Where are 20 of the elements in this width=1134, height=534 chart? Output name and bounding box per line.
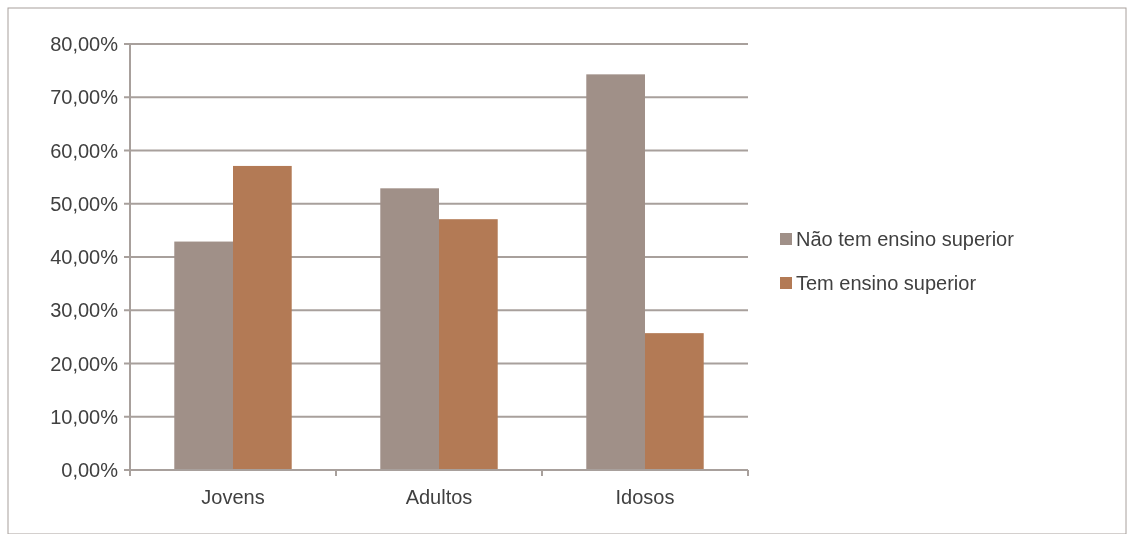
y-tick-label: 50,00%: [50, 192, 119, 215]
bar: [380, 188, 439, 470]
bar: [233, 165, 292, 470]
y-tick-label: 30,00%: [50, 299, 119, 322]
bar: [586, 74, 645, 470]
x-tick-label: Adultos: [405, 486, 473, 508]
legend-label: Tem ensino superior: [796, 272, 977, 294]
y-tick-label: 20,00%: [50, 352, 119, 375]
y-tick-label: 80,00%: [50, 33, 119, 55]
bar: [645, 333, 704, 470]
y-tick-label: 10,00%: [50, 405, 119, 428]
bar: [439, 219, 498, 470]
x-tick-label: Jovens: [201, 486, 265, 508]
y-tick-label: 60,00%: [50, 139, 119, 162]
y-tick-label: 0,00%: [61, 459, 119, 481]
y-tick-label: 70,00%: [50, 86, 119, 109]
y-tick-label: 40,00%: [50, 246, 119, 268]
x-tick-label: Idosos: [615, 486, 675, 508]
legend-label: Não tem ensino superior: [796, 228, 1015, 250]
bar: [174, 241, 233, 470]
